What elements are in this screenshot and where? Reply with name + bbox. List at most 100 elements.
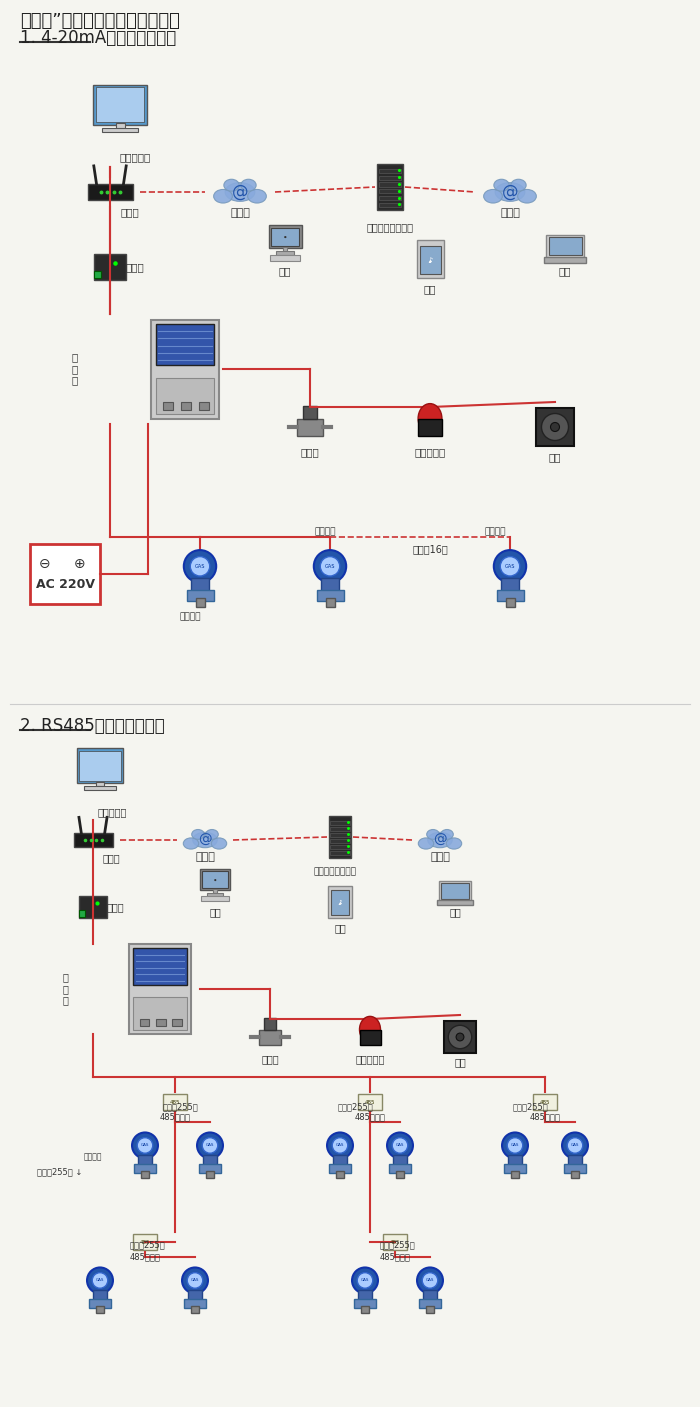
Text: 485中继器: 485中继器 — [355, 1112, 386, 1121]
Text: 安帕尔网络服务器: 安帕尔网络服务器 — [314, 868, 356, 877]
Circle shape — [190, 557, 210, 575]
Circle shape — [494, 550, 526, 582]
Bar — [94, 270, 101, 277]
Bar — [354, 1299, 376, 1307]
Text: GAS: GAS — [206, 1144, 214, 1148]
Text: ⊖: ⊖ — [39, 557, 51, 571]
Bar — [379, 183, 401, 187]
Text: 安帕尔网络服务器: 安帕尔网络服务器 — [367, 222, 414, 232]
Bar — [102, 128, 138, 132]
Circle shape — [321, 557, 340, 575]
Bar — [155, 378, 214, 414]
Bar — [426, 1306, 433, 1313]
Bar — [186, 590, 214, 601]
Bar — [396, 1171, 404, 1178]
Text: 1. 4-20mA信号连接系统图: 1. 4-20mA信号连接系统图 — [20, 30, 176, 46]
Bar — [331, 891, 349, 915]
Text: GAS: GAS — [511, 1144, 519, 1148]
Bar — [151, 319, 218, 418]
Bar — [133, 998, 187, 1030]
Ellipse shape — [211, 839, 227, 848]
Text: GAS: GAS — [325, 564, 335, 568]
Text: AC 220V: AC 220V — [36, 577, 94, 591]
Bar — [206, 892, 223, 896]
Bar — [329, 816, 351, 858]
Ellipse shape — [360, 1016, 381, 1043]
Text: 互联网: 互联网 — [230, 208, 250, 218]
Bar — [155, 324, 214, 364]
Bar — [199, 1164, 220, 1173]
Text: 可连接255台: 可连接255台 — [379, 1241, 415, 1249]
Text: 机气猫”系列带显示固定式检测仪: 机气猫”系列带显示固定式检测仪 — [20, 13, 180, 30]
Bar — [418, 418, 442, 436]
Text: 路由器: 路由器 — [102, 853, 120, 862]
Bar — [74, 833, 113, 847]
Bar — [93, 84, 147, 125]
Bar — [30, 545, 100, 604]
Bar — [130, 944, 190, 1034]
Bar — [512, 1171, 519, 1178]
Bar — [330, 827, 350, 830]
Bar — [330, 851, 350, 854]
Text: 485: 485 — [390, 1240, 400, 1245]
Bar — [79, 910, 85, 916]
Bar — [200, 870, 230, 889]
Circle shape — [500, 557, 519, 575]
Text: @: @ — [232, 183, 248, 201]
Circle shape — [182, 1268, 208, 1293]
Ellipse shape — [447, 839, 462, 848]
Bar — [303, 405, 317, 418]
Bar — [206, 1171, 214, 1178]
Bar — [419, 245, 440, 274]
Bar — [213, 889, 217, 893]
Text: 485: 485 — [540, 1099, 550, 1104]
Text: GAS: GAS — [395, 1144, 404, 1148]
Text: 互联网: 互联网 — [430, 853, 450, 862]
Bar — [329, 1164, 351, 1173]
Bar — [326, 598, 335, 606]
Text: 可连接255台: 可连接255台 — [512, 1103, 548, 1112]
Circle shape — [542, 414, 568, 440]
Bar — [96, 782, 104, 787]
Ellipse shape — [192, 830, 204, 840]
Text: 485: 485 — [365, 1099, 375, 1104]
Bar — [94, 255, 126, 280]
Ellipse shape — [441, 830, 454, 840]
Circle shape — [417, 1268, 443, 1293]
Text: 手机: 手机 — [424, 284, 436, 294]
Bar — [423, 1290, 438, 1300]
Bar — [536, 408, 574, 446]
Circle shape — [87, 1268, 113, 1293]
Circle shape — [562, 1133, 588, 1158]
Circle shape — [187, 1273, 203, 1289]
Bar — [133, 948, 187, 985]
Text: 485中继器: 485中继器 — [530, 1112, 561, 1121]
Ellipse shape — [241, 179, 256, 191]
Bar — [163, 1095, 187, 1110]
Bar — [383, 1234, 407, 1249]
Bar — [330, 844, 350, 848]
Text: 可连接255台: 可连接255台 — [337, 1103, 373, 1112]
Bar — [270, 255, 300, 260]
Text: 可连接255台 ↓: 可连接255台 ↓ — [37, 1168, 83, 1176]
Bar — [283, 248, 287, 252]
Circle shape — [132, 1133, 158, 1158]
Ellipse shape — [511, 179, 526, 191]
Bar — [276, 250, 294, 255]
Circle shape — [387, 1133, 413, 1158]
Bar — [269, 225, 302, 248]
Bar — [172, 1019, 182, 1026]
Text: GAS: GAS — [141, 1144, 149, 1148]
Bar — [508, 1155, 522, 1165]
Bar — [505, 598, 514, 606]
Circle shape — [422, 1273, 438, 1289]
Bar — [358, 1290, 372, 1300]
Text: 信号输出: 信号输出 — [84, 1152, 102, 1162]
Bar — [496, 590, 524, 601]
Bar — [298, 418, 323, 436]
Text: ♪: ♪ — [337, 900, 342, 906]
Text: 可连接255台: 可连接255台 — [129, 1241, 165, 1249]
Text: 信号输出: 信号输出 — [314, 528, 336, 536]
Ellipse shape — [428, 833, 452, 847]
Ellipse shape — [494, 179, 509, 191]
